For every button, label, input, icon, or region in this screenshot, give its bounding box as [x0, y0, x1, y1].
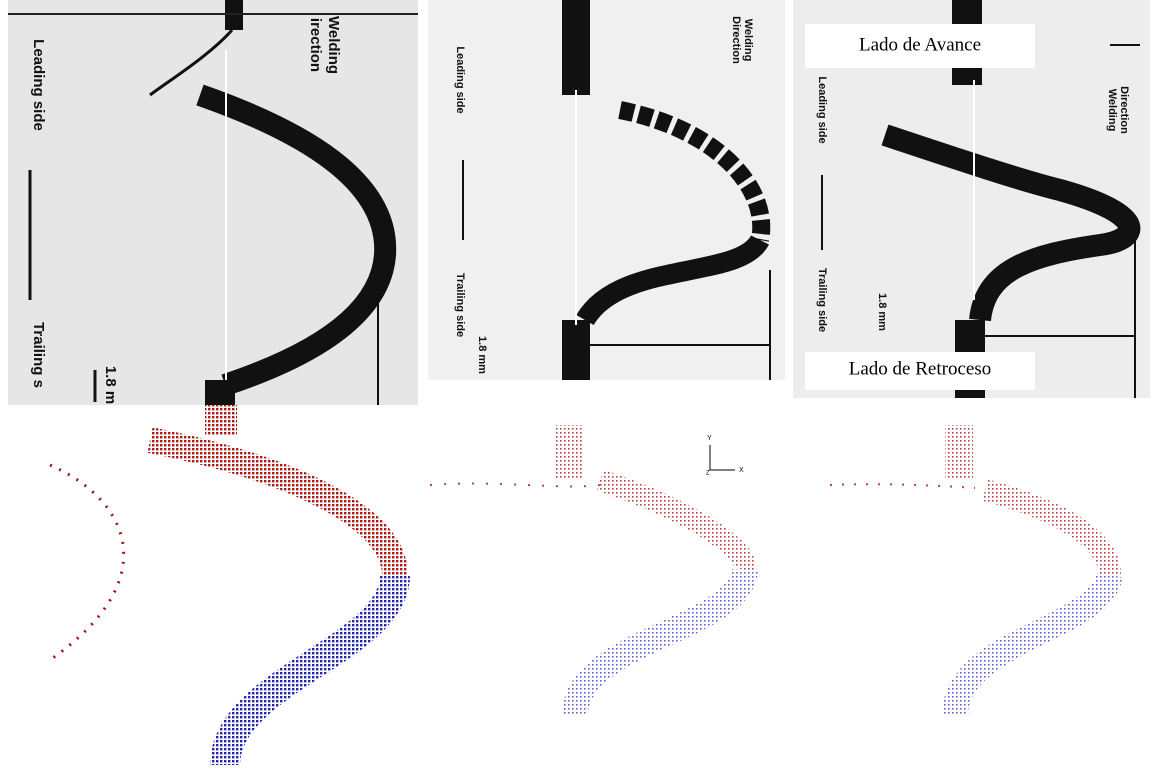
axis-label: Y [707, 435, 712, 442]
scale-label: 1.8 mm [876, 293, 888, 331]
figure: Leading side Trailing s 1.8 m Welding ir… [0, 0, 1160, 765]
axis-label: X [739, 467, 744, 474]
direction-label: Welding [325, 16, 342, 74]
trailing-label: Trailing side [816, 268, 828, 332]
photo-1 [8, 0, 418, 405]
simulation-2 [430, 425, 745, 715]
direction-label: Direction [1118, 86, 1130, 134]
photo-3 [793, 0, 1150, 398]
simulation-1 [50, 405, 395, 765]
scale-label: 1.8 mm [476, 336, 488, 374]
caption: Lado de Avance [859, 34, 981, 55]
caption: Lado de Retroceso [849, 358, 991, 379]
leading-label: Leading side [816, 76, 828, 143]
scale-label: 1.8 m [102, 366, 119, 404]
page: Leading side Trailing s 1.8 m Welding ir… [0, 0, 1160, 770]
axis-label: Z [706, 471, 710, 477]
leading-label: Leading side [454, 46, 466, 113]
simulation-3 [830, 425, 1110, 715]
direction-label: Direction [730, 16, 742, 64]
direction-label: Welding [742, 19, 754, 62]
leading-label: Leading side [30, 39, 47, 131]
trailing-label: Trailing side [454, 273, 466, 337]
direction-label: Welding [1106, 89, 1118, 132]
trailing-label: Trailing s [30, 322, 47, 388]
direction-label: irection [307, 18, 324, 72]
